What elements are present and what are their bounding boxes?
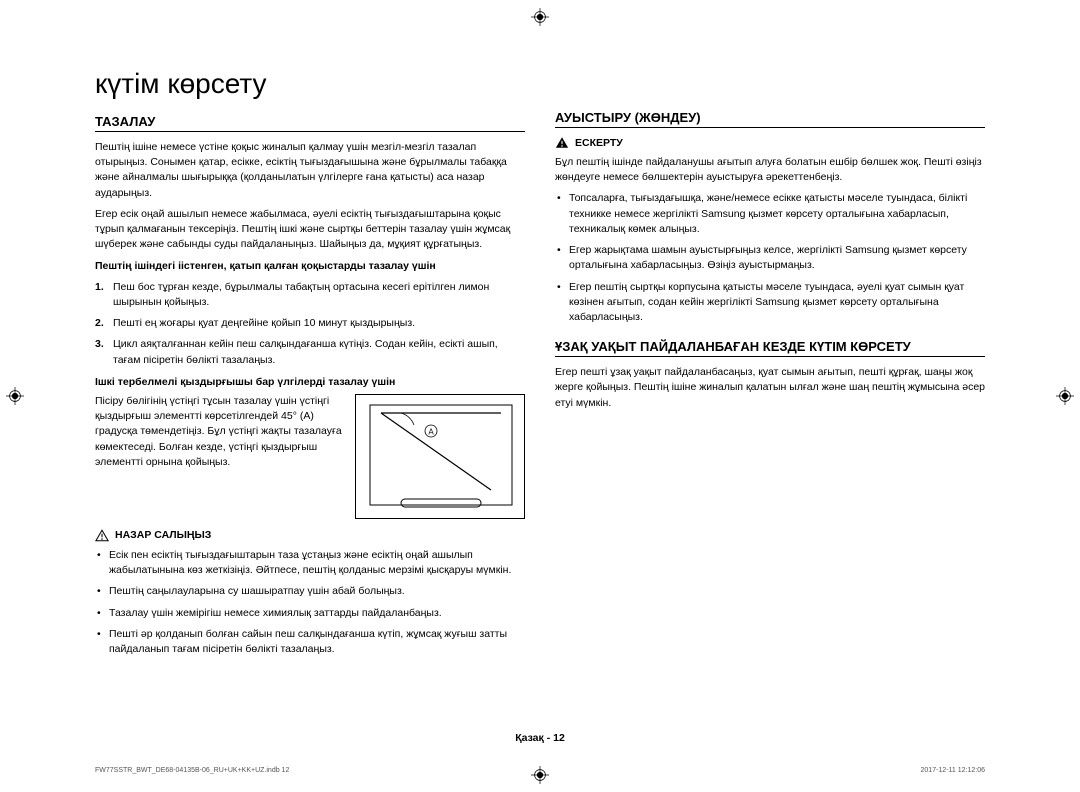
cleaning-bold-heading: Пештің ішіндегі іістенген, қатып қалған … [95, 259, 525, 274]
diagram-label-a: A [428, 427, 434, 436]
crop-mark-top [531, 8, 549, 26]
left-column: күтім көрсету ТАЗАЛАУ Пештің ішіне немес… [95, 68, 525, 663]
diagram-block: A Пісіру бөлігінің үстіңгі тұсын тазалау… [95, 394, 525, 519]
replace-bullets: Топсаларға, тығыздағышқа, және/немесе ес… [555, 191, 985, 325]
replace-para-1: Бұл пештің ішінде пайдаланушы ағытып алу… [555, 155, 985, 185]
cleaning-para-1: Пештің ішіне немесе үстіне қоқыс жиналып… [95, 140, 525, 201]
warning-row: ЕСКЕРТУ [555, 136, 985, 149]
footer-left: FW77SSTR_BWT_DE68-04135B-06_RU+UK+KK+UZ.… [95, 767, 289, 774]
page-content: күтім көрсету ТАЗАЛАУ Пештің ішіне немес… [0, 0, 1080, 693]
cleaning-sub-heading: Ішкі тербелмелі қыздырғышы бар үлгілерді… [95, 376, 525, 388]
crop-mark-right [1056, 387, 1074, 405]
step-3: 3.Цикл аяқталғаннан кейін пеш салқындаға… [95, 337, 525, 367]
caution-bullet-1: Есік пен есіктің тығыздағыштарын таза ұс… [95, 548, 525, 578]
replace-bullet-2: Егер жарықтама шамын ауыстырғыңыз келсе,… [555, 243, 985, 273]
section-replace-title: АУЫСТЫРУ (ЖӨНДЕУ) [555, 110, 985, 128]
section-longterm-title: ҰЗАҚ УАҚЫТ ПАЙДАЛАНБАҒАН КЕЗДЕ КҮТІМ КӨР… [555, 339, 985, 357]
replace-bullet-1: Топсаларға, тығыздағышқа, және/немесе ес… [555, 191, 985, 237]
heater-diagram: A [355, 394, 525, 519]
caution-row: НАЗАР САЛЫҢЫЗ [95, 529, 525, 542]
warning-label: ЕСКЕРТУ [575, 137, 623, 149]
replace-bullet-3: Егер пештің сыртқы корпусына қатысты мәс… [555, 280, 985, 326]
section-cleaning-title: ТАЗАЛАУ [95, 114, 525, 132]
footer-right: 2017-12-11 12:12:06 [921, 767, 985, 774]
caution-bullets: Есік пен есіктің тығыздағыштарын таза ұс… [95, 548, 525, 657]
step-2: 2.Пешті ең жоғары қуат деңгейіне қойып 1… [95, 316, 525, 331]
crop-mark-left [6, 387, 24, 405]
longterm-para: Егер пешті ұзақ уақыт пайдаланбасаңыз, қ… [555, 365, 985, 411]
main-title: күтім көрсету [95, 68, 525, 100]
caution-bullet-2: Пештің саңылауларына су шашыратпау үшін … [95, 584, 525, 599]
warning-icon [555, 136, 569, 149]
caution-icon [95, 529, 109, 542]
cleaning-steps: 1.Пеш бос тұрған кезде, бұрылмалы табақт… [95, 280, 525, 368]
cleaning-para-2: Егер есік оңай ашылып немесе жабылмаса, … [95, 207, 525, 253]
page-number: Қазақ - 12 [0, 732, 1080, 744]
footer: FW77SSTR_BWT_DE68-04135B-06_RU+UK+KK+UZ.… [0, 767, 1080, 774]
caution-bullet-4: Пешті әр қолданып болған сайын пеш салқы… [95, 627, 525, 657]
caution-bullet-3: Тазалау үшін жемірігіш немесе химиялық з… [95, 606, 525, 621]
right-column: АУЫСТЫРУ (ЖӨНДЕУ) ЕСКЕРТУ Бұл пештің іші… [555, 110, 985, 663]
caution-label: НАЗАР САЛЫҢЫЗ [115, 529, 211, 541]
step-1: 1.Пеш бос тұрған кезде, бұрылмалы табақт… [95, 280, 525, 310]
